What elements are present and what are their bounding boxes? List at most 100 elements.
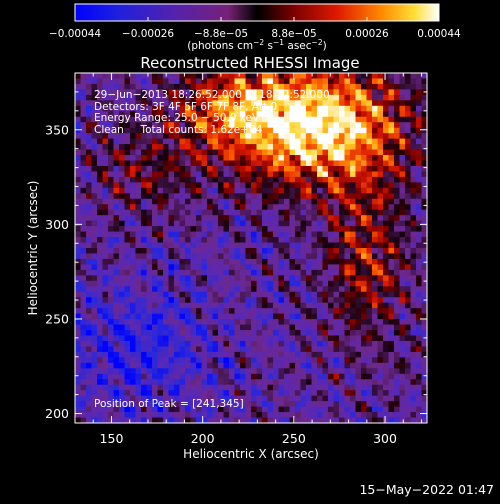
heatmap-cell: [113, 291, 120, 298]
heatmap-cell: [212, 346, 219, 353]
heatmap-cell: [416, 340, 422, 347]
heatmap-cell: [273, 308, 279, 315]
heatmap-cell: [278, 384, 285, 391]
heatmap-cell: [355, 149, 362, 156]
heatmap-cell: [278, 253, 285, 260]
heatmap-cell: [141, 412, 147, 418]
heatmap-cell: [361, 182, 367, 189]
heatmap-cell: [240, 291, 246, 298]
heatmap-cell: [80, 83, 87, 90]
heatmap-cell: [124, 412, 131, 418]
heatmap-cell: [196, 351, 202, 358]
heatmap-cell: [245, 198, 252, 205]
heatmap-cell: [306, 362, 312, 369]
heatmap-cell: [416, 182, 422, 189]
heatmap-cell: [86, 308, 92, 315]
heatmap-cell: [75, 160, 81, 167]
heatmap-cell: [102, 73, 109, 79]
heatmap-cell: [223, 187, 230, 194]
heatmap-cell: [289, 237, 296, 243]
heatmap-cell: [300, 313, 307, 320]
heatmap-cell: [163, 286, 169, 293]
heatmap-cell: [201, 330, 208, 336]
heatmap-cell: [86, 362, 92, 369]
heatmap-cell: [174, 417, 180, 424]
heatmap-cell: [388, 373, 395, 380]
heatmap-cell: [317, 412, 323, 418]
heatmap-cell: [361, 313, 367, 320]
heatmap-cell: [372, 144, 378, 150]
heatmap-cell: [251, 144, 257, 150]
heatmap-cell: [333, 384, 340, 391]
heatmap-cell: [350, 313, 356, 320]
heatmap-cell: [300, 73, 307, 79]
heatmap-cell: [372, 264, 378, 271]
heatmap-cell: [289, 286, 296, 293]
heatmap-cell: [278, 346, 285, 353]
heatmap-cell: [229, 264, 235, 271]
heatmap-cell: [130, 384, 136, 391]
heatmap-cell: [383, 100, 389, 107]
heatmap-cell: [234, 215, 241, 222]
heatmap-cell: [256, 182, 263, 189]
heatmap-cell: [102, 362, 109, 369]
heatmap-cell: [372, 412, 378, 418]
heatmap-cell: [399, 182, 406, 189]
heatmap-cell: [152, 215, 158, 222]
heatmap-cell: [229, 253, 235, 260]
heatmap-cell: [245, 297, 252, 304]
heatmap-cell: [174, 330, 180, 336]
heatmap-cell: [322, 165, 329, 172]
heatmap-cell: [383, 291, 389, 298]
heatmap-cell: [311, 73, 318, 79]
heatmap-cell: [289, 215, 296, 222]
heatmap-cell: [256, 412, 263, 418]
heatmap-cell: [388, 340, 395, 347]
heatmap-cell: [207, 116, 213, 123]
heatmap-cell: [284, 280, 290, 287]
heatmap-cell: [311, 346, 318, 353]
heatmap-cell: [416, 78, 422, 85]
heatmap-cell: [273, 171, 279, 178]
heatmap-cell: [328, 390, 334, 397]
heatmap-cell: [124, 138, 131, 145]
heatmap-cell: [295, 209, 301, 216]
heatmap-cell: [218, 373, 224, 380]
heatmap-cell: [201, 324, 208, 331]
heatmap-cell: [163, 275, 169, 282]
heatmap-cell: [212, 379, 219, 386]
heatmap-cell: [102, 182, 109, 189]
heatmap-cell: [383, 340, 389, 347]
heatmap-cell: [284, 308, 290, 315]
heatmap-cell: [377, 368, 384, 375]
heatmap-cell: [284, 78, 290, 85]
heatmap-cell: [102, 155, 109, 161]
heatmap-cell: [317, 155, 323, 161]
heatmap-cell: [300, 357, 307, 364]
heatmap-cell: [130, 379, 136, 386]
heatmap-cell: [135, 275, 142, 282]
heatmap-cell: [240, 165, 246, 172]
heatmap-cell: [300, 144, 307, 150]
heatmap-cell: [405, 226, 411, 232]
heatmap-cell: [377, 187, 384, 194]
heatmap-cell: [163, 171, 169, 178]
heatmap-cell: [366, 395, 373, 402]
heatmap-cell: [388, 351, 395, 358]
heatmap-cell: [267, 412, 274, 418]
heatmap-cell: [344, 133, 351, 140]
heatmap-cell: [102, 264, 109, 271]
heatmap-cell: [185, 83, 191, 90]
heatmap-cell: [267, 351, 274, 358]
heatmap-cell: [361, 351, 367, 358]
heatmap-cell: [130, 280, 136, 287]
heatmap-cell: [306, 319, 312, 325]
heatmap-cell: [311, 248, 318, 254]
heatmap-cell: [372, 308, 378, 315]
heatmap-cell: [333, 100, 340, 107]
heatmap-cell: [174, 248, 180, 254]
heatmap-cell: [141, 357, 147, 364]
heatmap-cell: [185, 368, 191, 375]
heatmap-cell: [229, 302, 235, 309]
heatmap-cell: [146, 89, 153, 96]
